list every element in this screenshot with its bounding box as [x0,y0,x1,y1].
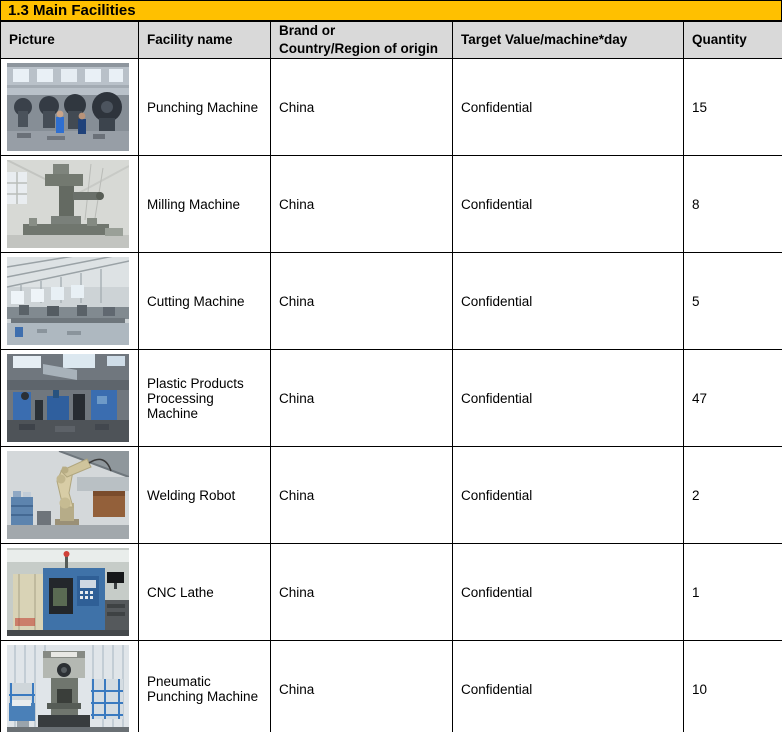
quantity-cell: 5 [683,252,782,350]
facility-name-cell: CNC Lathe [138,543,271,641]
target-value-cell: Confidential [452,58,684,156]
facility-name-cell: Pneumatic Punching Machine [138,640,271,732]
pneumatic-punching-machine-photo [7,645,129,732]
table-row: Welding Robot China Confidential 2 [0,446,782,544]
facility-name-cell: Milling Machine [138,155,271,253]
facility-name-cell: Cutting Machine [138,252,271,350]
target-value-cell: Confidential [452,155,684,253]
picture-cell [0,155,139,253]
target-value-cell: Confidential [452,446,684,544]
picture-cell [0,543,139,641]
picture-cell [0,58,139,156]
picture-cell [0,252,139,350]
cnc-lathe-photo [7,548,129,636]
col-header-picture: Picture [0,21,139,59]
brand-origin-cell: China [270,349,453,447]
punching-machine-photo [7,63,129,151]
picture-cell [0,640,139,732]
table-row: CNC Lathe China Confidential 1 [0,543,782,641]
col-header-target-value: Target Value/machine*day [452,21,684,59]
quantity-cell: 10 [683,640,782,732]
welding-robot-photo [7,451,129,539]
table-row: Plastic Products Processing Machine Chin… [0,349,782,447]
facilities-table: Picture Facility name Brand or Country/R… [0,21,782,732]
picture-cell [0,446,139,544]
brand-origin-cell: China [270,543,453,641]
cutting-machine-photo [7,257,129,345]
quantity-cell: 2 [683,446,782,544]
col-header-quantity: Quantity [683,21,782,59]
table-row: Cutting Machine China Confidential 5 [0,252,782,350]
header-row: Picture Facility name Brand or Country/R… [0,21,782,59]
brand-origin-cell: China [270,640,453,732]
table-row: Milling Machine China Confidential 8 [0,155,782,253]
col-header-facility-name: Facility name [138,21,271,59]
facility-name-cell: Plastic Products Processing Machine [138,349,271,447]
facility-name-cell: Punching Machine [138,58,271,156]
target-value-cell: Confidential [452,543,684,641]
brand-origin-cell: China [270,58,453,156]
brand-origin-cell: China [270,155,453,253]
facility-name-cell: Welding Robot [138,446,271,544]
table-row: Punching Machine China Confidential 15 [0,58,782,156]
plastic-products-processing-machine-photo [7,354,129,442]
target-value-cell: Confidential [452,349,684,447]
section-title: 1.3 Main Facilities [8,2,136,19]
target-value-cell: Confidential [452,640,684,732]
milling-machine-photo [7,160,129,248]
quantity-cell: 15 [683,58,782,156]
target-value-cell: Confidential [452,252,684,350]
quantity-cell: 47 [683,349,782,447]
brand-origin-cell: China [270,446,453,544]
col-header-brand-origin: Brand or Country/Region of origin [270,21,453,59]
quantity-cell: 8 [683,155,782,253]
table-row: Pneumatic Punching Machine China Confide… [0,640,782,732]
quantity-cell: 1 [683,543,782,641]
brand-origin-cell: China [270,252,453,350]
picture-cell [0,349,139,447]
section-title-bar: 1.3 Main Facilities [0,0,782,21]
